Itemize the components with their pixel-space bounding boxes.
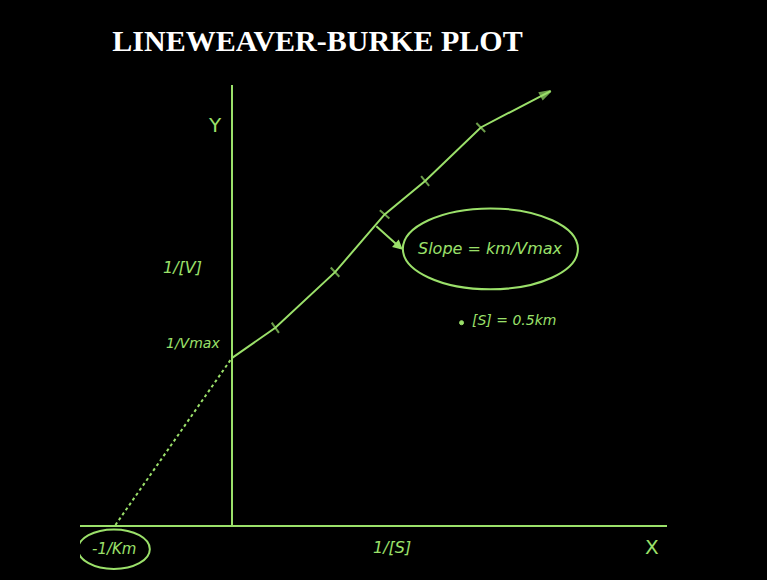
svg-text:Y: Y <box>208 113 222 137</box>
svg-text:Slope = km/Vmax: Slope = km/Vmax <box>418 239 563 258</box>
svg-text:-1/Km: -1/Km <box>92 540 136 558</box>
svg-text:1/Vmax: 1/Vmax <box>166 335 220 351</box>
svg-text:X: X <box>645 535 659 559</box>
svg-text:[S] = 0.5km: [S] = 0.5km <box>472 312 556 328</box>
svg-text:LINEWEAVER-BURKE PLOT: LINEWEAVER-BURKE PLOT <box>112 24 522 57</box>
svg-text:1/[V]: 1/[V] <box>163 258 202 277</box>
svg-text:1/[S]: 1/[S] <box>373 538 411 557</box>
